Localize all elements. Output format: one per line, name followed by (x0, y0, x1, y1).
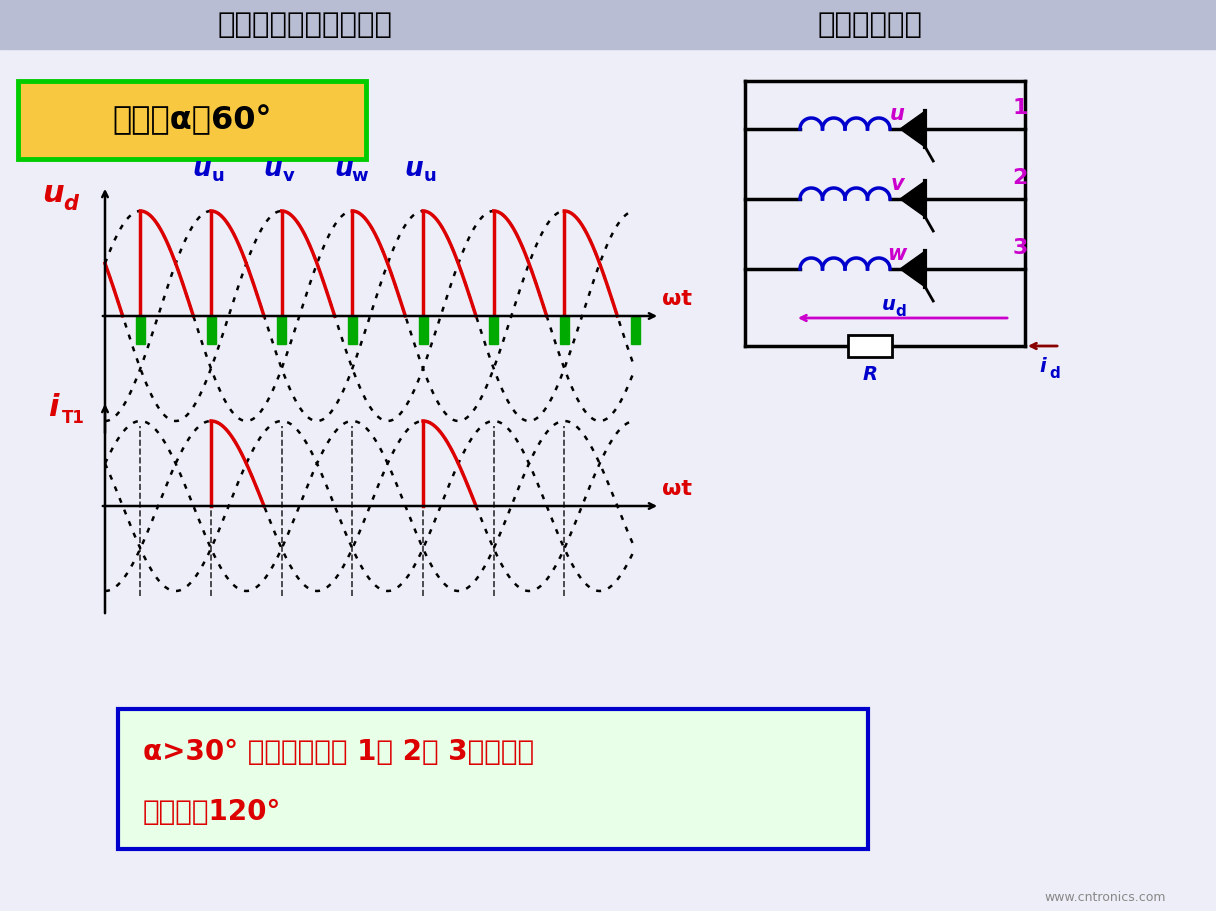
Text: u: u (212, 167, 225, 185)
Polygon shape (900, 182, 925, 218)
Text: u: u (264, 156, 282, 182)
Text: 2: 2 (1012, 168, 1028, 188)
Text: v: v (890, 174, 903, 194)
Bar (348, 317, 356, 344)
Text: d: d (1049, 366, 1060, 381)
Text: 通角小于120°: 通角小于120° (143, 797, 281, 825)
Text: w: w (888, 244, 907, 263)
Bar (418, 317, 428, 344)
Bar (207, 317, 215, 344)
Bar (631, 317, 640, 344)
Text: 三相半波可控整流电路: 三相半波可控整流电路 (218, 11, 393, 39)
Text: u: u (192, 156, 212, 182)
Text: α>30° 时电流断续， 1、 2、 3晶闸管导: α>30° 时电流断续， 1、 2、 3晶闸管导 (143, 737, 534, 765)
Text: d: d (896, 303, 906, 318)
Text: v: v (283, 167, 294, 185)
Bar (559, 317, 569, 344)
Text: u: u (405, 156, 423, 182)
Bar (489, 317, 499, 344)
Text: d: d (63, 194, 79, 214)
Bar (18, 82, 366, 159)
Text: www.cntronics.com: www.cntronics.com (1045, 891, 1166, 904)
Text: u: u (43, 179, 64, 209)
Text: i: i (47, 392, 58, 421)
Bar (848, 335, 893, 358)
Text: u: u (423, 167, 437, 185)
Polygon shape (900, 112, 925, 148)
Text: ωt: ωt (662, 478, 692, 498)
Text: 1: 1 (1012, 97, 1028, 118)
Text: i: i (1040, 357, 1046, 376)
Text: 3: 3 (1012, 238, 1028, 258)
Bar (0, 0, 1216, 50)
Text: T1: T1 (62, 408, 84, 426)
Polygon shape (900, 251, 925, 288)
Bar (118, 710, 868, 849)
Text: 控制角α＝60°: 控制角α＝60° (112, 106, 271, 137)
Text: 纯电阻性负载: 纯电阻性负载 (817, 11, 923, 39)
Text: u: u (882, 294, 896, 313)
Bar (136, 317, 145, 344)
Text: u: u (890, 104, 905, 124)
Text: R: R (862, 365, 878, 384)
Text: u: u (334, 156, 353, 182)
Text: ωt: ωt (662, 289, 692, 309)
Text: w: w (351, 167, 367, 185)
Bar (277, 317, 286, 344)
